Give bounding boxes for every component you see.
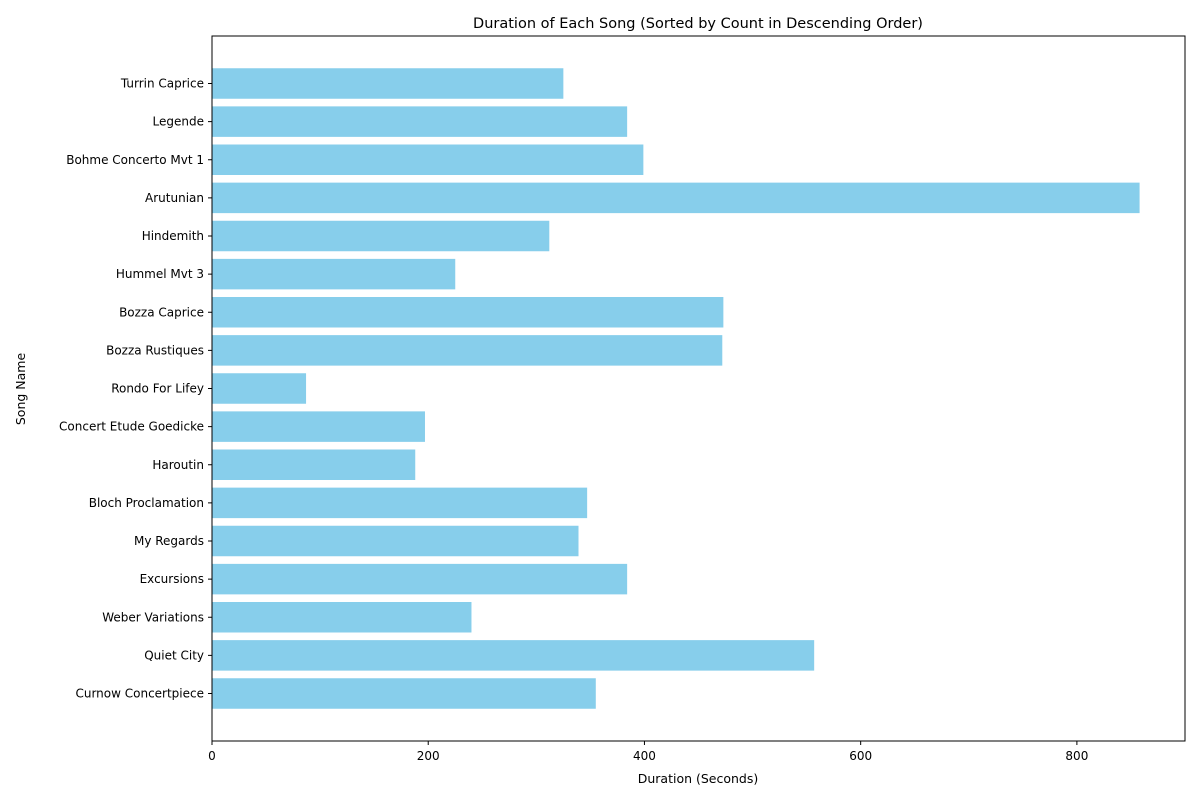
x-axis-label: Duration (Seconds) bbox=[638, 771, 759, 786]
x-tick-label: 0 bbox=[208, 749, 216, 763]
y-tick-label: Excursions bbox=[140, 572, 204, 586]
bars-group bbox=[212, 68, 1140, 709]
y-tick-label: Legende bbox=[153, 115, 204, 129]
y-tick-label: Haroutin bbox=[152, 458, 204, 472]
x-axis-ticks: 0 200 400 600 800 bbox=[208, 741, 1088, 763]
x-tick-label: 800 bbox=[1065, 749, 1088, 763]
y-tick-label: Bloch Proclamation bbox=[89, 496, 204, 510]
bar bbox=[212, 449, 416, 480]
y-tick-label: Curnow Concertpiece bbox=[75, 687, 204, 701]
bar bbox=[212, 335, 723, 366]
y-tick-label: Hummel Mvt 3 bbox=[116, 267, 204, 281]
bar bbox=[212, 220, 550, 252]
bar bbox=[212, 602, 472, 633]
y-tick-label: Weber Variations bbox=[102, 610, 204, 624]
bar bbox=[212, 487, 588, 519]
y-tick-label: Concert Etude Goedicke bbox=[59, 420, 204, 434]
y-tick-label: Hindemith bbox=[142, 229, 204, 243]
bar bbox=[212, 106, 628, 137]
y-axis-label: Song Name bbox=[13, 353, 28, 426]
y-tick-label: Arutunian bbox=[145, 191, 204, 205]
plot-frame bbox=[211, 35, 1186, 742]
bar bbox=[212, 678, 596, 709]
x-tick-label: 600 bbox=[849, 749, 872, 763]
y-tick-label: Rondo For Lifey bbox=[111, 382, 204, 396]
bar bbox=[212, 258, 456, 290]
bar bbox=[212, 373, 307, 404]
y-tick-label: Bohme Concerto Mvt 1 bbox=[66, 153, 204, 167]
bar bbox=[212, 297, 724, 328]
y-tick-label: Bozza Caprice bbox=[119, 305, 204, 319]
bar bbox=[212, 563, 628, 595]
y-tick-label: Turrin Caprice bbox=[120, 77, 204, 91]
x-tick-label: 400 bbox=[633, 749, 656, 763]
y-tick-label: Quiet City bbox=[144, 648, 204, 662]
y-tick-label: Bozza Rustiques bbox=[106, 343, 204, 357]
y-axis-ticks: Turrin Caprice Legende Bohme Concerto Mvt … bbox=[59, 77, 212, 701]
bar bbox=[212, 182, 1140, 214]
chart-title: Duration of Each Song (Sorted by Count i… bbox=[473, 16, 923, 32]
bar bbox=[212, 411, 425, 442]
x-tick-label: 200 bbox=[417, 749, 440, 763]
y-tick-label: My Regards bbox=[134, 534, 204, 548]
bar bbox=[212, 640, 815, 671]
bar bbox=[212, 68, 564, 99]
bar bbox=[212, 525, 579, 557]
bar bbox=[212, 144, 644, 175]
